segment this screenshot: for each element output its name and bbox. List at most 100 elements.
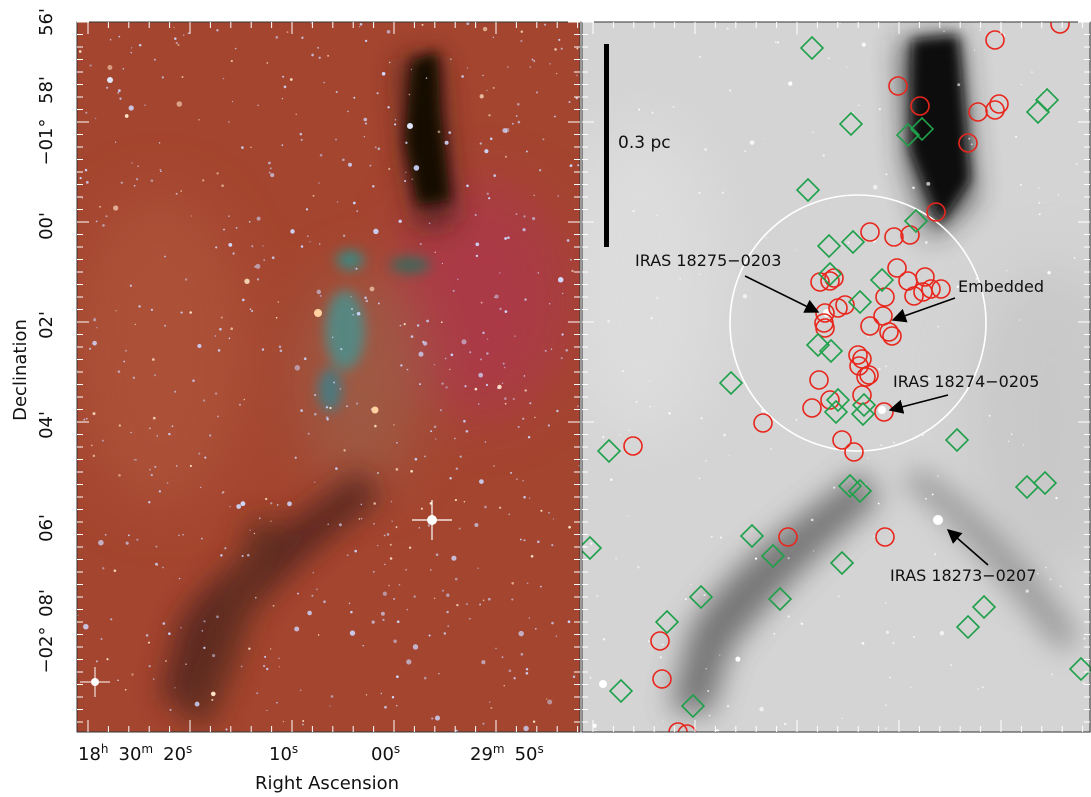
star: [551, 544, 554, 547]
star: [418, 351, 424, 357]
star: [651, 111, 654, 114]
star: [270, 520, 272, 522]
star: [326, 418, 329, 421]
star: [118, 89, 121, 92]
star: [382, 618, 385, 622]
star: [314, 394, 317, 397]
star: [282, 720, 285, 723]
star: [306, 235, 309, 237]
axis-tick-marks: [77, 21, 1090, 732]
star: [548, 302, 551, 305]
star: [413, 165, 420, 171]
star: [325, 406, 329, 409]
star: [1086, 110, 1089, 113]
star: [180, 311, 183, 314]
star: [133, 459, 136, 461]
star: [506, 66, 509, 68]
star: [354, 549, 358, 553]
star: [185, 663, 187, 666]
star: [281, 144, 284, 146]
star: [668, 412, 671, 415]
star: [527, 435, 531, 439]
star: [124, 688, 127, 691]
star: [380, 692, 383, 695]
star: [353, 96, 356, 99]
star: [858, 104, 860, 107]
annotation-label: Embedded: [958, 277, 1044, 296]
star: [841, 717, 843, 719]
green-diamond-marker: [850, 401, 876, 427]
star: [393, 597, 396, 600]
star: [300, 138, 303, 141]
star: [556, 409, 559, 413]
green-diamond-marker: [654, 609, 680, 635]
star: [535, 91, 539, 94]
star: [203, 399, 206, 402]
star: [203, 646, 206, 650]
star: [867, 457, 869, 460]
star: [329, 705, 331, 707]
star: [1036, 572, 1039, 575]
star: [174, 390, 177, 393]
star: [128, 105, 134, 111]
star: [487, 597, 491, 601]
star: [441, 589, 445, 592]
green-diamond-marker: [718, 370, 744, 396]
star: [416, 324, 420, 327]
star: [704, 460, 707, 462]
star: [156, 435, 159, 437]
scale-bar-label: 0.3 pc: [618, 133, 671, 153]
star: [787, 615, 790, 618]
star: [390, 500, 393, 503]
star: [369, 286, 375, 292]
star: [730, 348, 732, 350]
star: [950, 664, 952, 666]
star: [822, 154, 825, 157]
star: [539, 169, 542, 172]
star: [389, 61, 391, 64]
star: [703, 594, 706, 597]
star: [744, 150, 747, 152]
star: [113, 569, 117, 573]
star: [719, 654, 721, 656]
star: [311, 53, 314, 57]
star: [482, 331, 485, 335]
star: [480, 358, 483, 361]
star: [125, 541, 129, 545]
y-tick-label-02: 02': [36, 311, 57, 339]
star: [1030, 71, 1033, 74]
star: [501, 382, 504, 385]
star: [257, 104, 259, 106]
star: [656, 214, 658, 216]
star: [395, 468, 399, 471]
star: [130, 431, 132, 434]
star: [537, 272, 540, 274]
star: [242, 298, 245, 302]
star: [393, 424, 395, 426]
star: [577, 164, 580, 167]
star: [729, 89, 732, 92]
star: [1010, 433, 1013, 435]
star: [356, 402, 359, 405]
y-axis-title: Declination: [10, 319, 31, 421]
star: [312, 571, 314, 574]
star: [355, 267, 358, 270]
star: [1059, 585, 1062, 588]
star: [268, 161, 271, 165]
star: [329, 406, 332, 410]
green-diamond-marker: [1025, 99, 1051, 125]
star: [276, 701, 278, 704]
red-circle-marker: [887, 258, 907, 278]
star: [422, 340, 425, 344]
infrared-color-image-panel: [77, 22, 580, 732]
star: [256, 278, 260, 281]
star: [189, 311, 192, 314]
star: [474, 387, 478, 391]
star: [1082, 682, 1085, 685]
star: [319, 153, 323, 157]
star: [307, 610, 312, 616]
star: [177, 43, 180, 47]
star: [648, 380, 651, 382]
star: [928, 377, 931, 380]
star: [481, 660, 486, 665]
